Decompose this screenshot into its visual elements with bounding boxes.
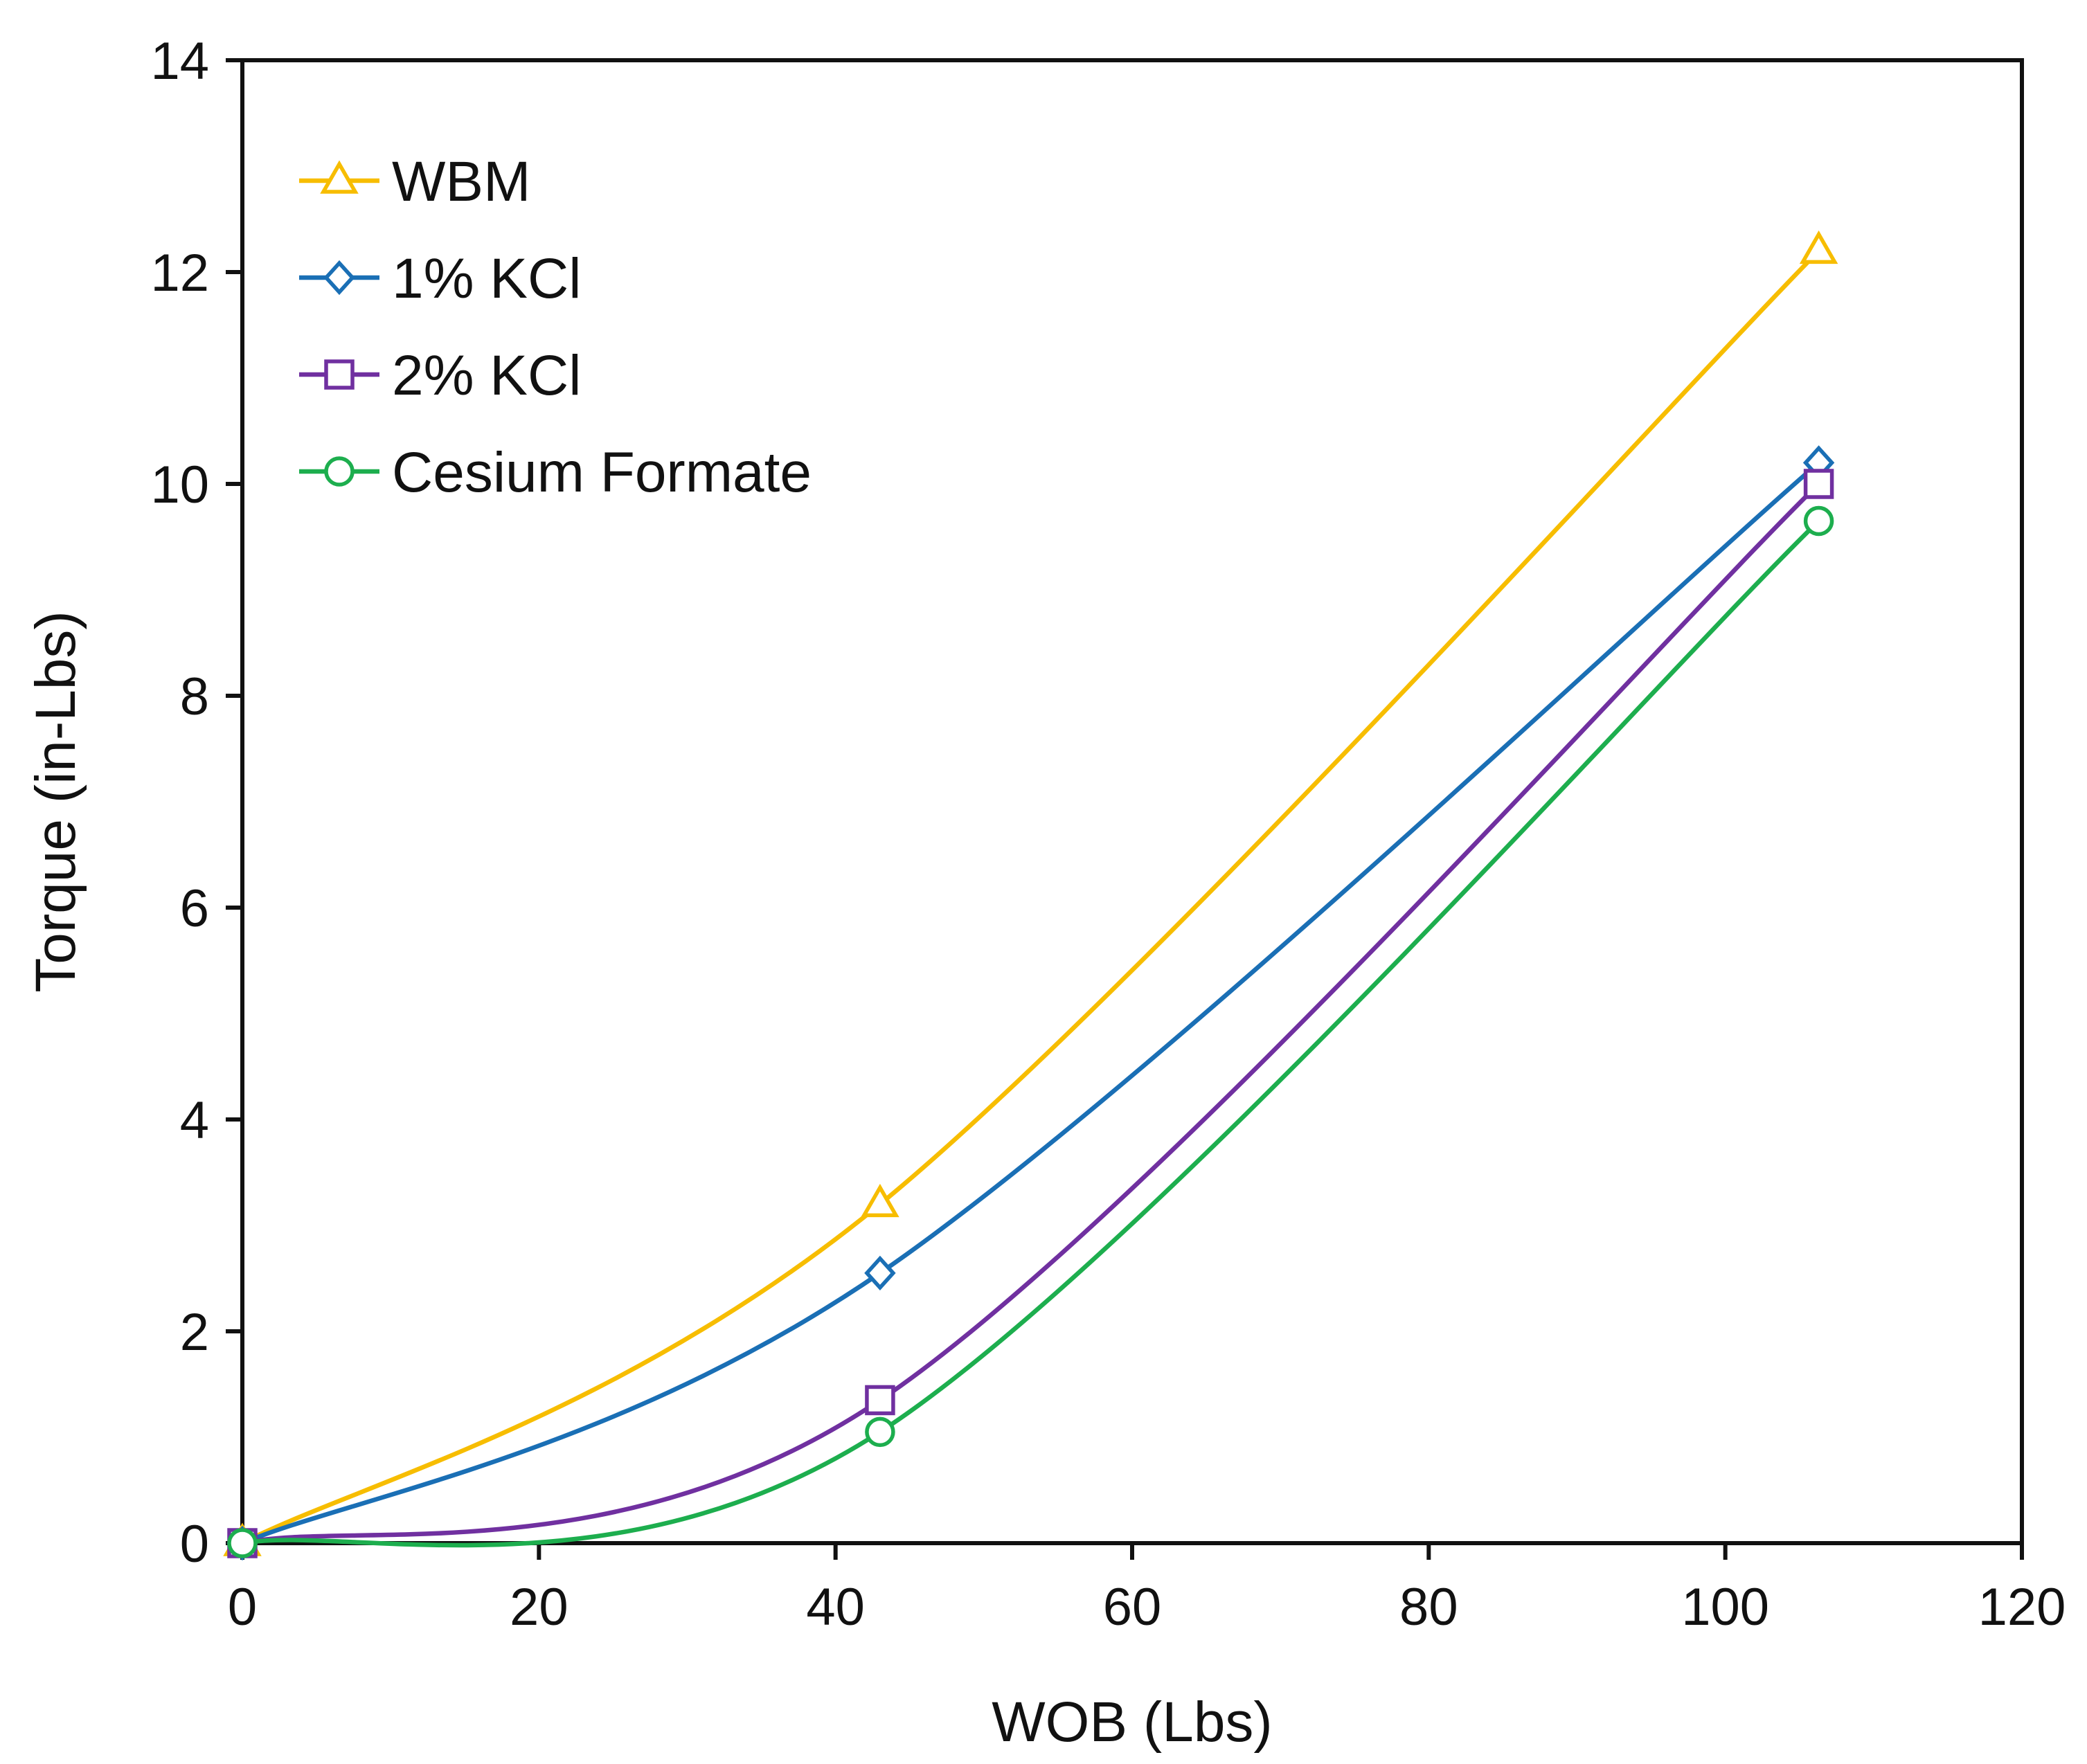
x-tick-label: 0: [228, 1578, 257, 1637]
series-layer: [223, 230, 1838, 1561]
plot-area: [240, 58, 2024, 1545]
series-line: [242, 519, 1820, 1548]
legend-marker: [324, 456, 355, 487]
series-cesium-formate: [227, 505, 1834, 1558]
legend-marker: [323, 260, 355, 296]
y-tick-label: 2: [180, 1303, 209, 1362]
data-point: [1803, 505, 1834, 537]
series-line: [241, 249, 1820, 1545]
y-tick-label: 8: [180, 667, 209, 726]
legend-entry: Cesium Formate: [299, 441, 812, 504]
x-tick-label: 120: [1978, 1578, 2066, 1637]
x-tick-label: 60: [1103, 1578, 1162, 1637]
data-point: [1799, 230, 1838, 264]
x-tick-label: 20: [510, 1578, 568, 1637]
legend-entry: 2% KCl: [299, 344, 581, 407]
legend-entry: WBM: [299, 150, 530, 213]
y-tick-label: 12: [150, 244, 209, 303]
x-tick-label: 80: [1399, 1578, 1458, 1637]
legend-label: Cesium Formate: [392, 441, 812, 504]
data-point: [865, 1385, 895, 1416]
y-tick-label: 4: [180, 1091, 209, 1150]
data-point: [864, 1255, 896, 1290]
legend-entry: 1% KCl: [299, 247, 581, 310]
legend-label: WBM: [392, 150, 530, 213]
legend-marker: [320, 160, 359, 194]
x-axis-title: WOB (Lbs): [992, 1691, 1272, 1754]
y-tick-label: 14: [150, 32, 209, 91]
y-tick-label: 6: [180, 879, 209, 938]
legend-label: 1% KCl: [392, 247, 581, 310]
series-line: [242, 482, 1820, 1546]
x-tick-label: 40: [806, 1578, 865, 1637]
axis-ticks: 0 20 40 60 80 100 120 0 2 4 6 8 10 12 14: [150, 32, 2066, 1637]
legend: WBM 1% KCl 2% KCl Cesium Formate: [299, 150, 812, 504]
data-point: [865, 1416, 895, 1448]
series-line: [241, 460, 1820, 1545]
y-tick-label: 10: [150, 456, 209, 514]
legend-marker: [324, 359, 355, 390]
y-tick-label: 0: [180, 1515, 209, 1574]
x-tick-label: 100: [1681, 1578, 1769, 1637]
data-point: [1803, 469, 1834, 499]
y-axis-title: Torque (in-Lbs): [24, 611, 87, 992]
legend-label: 2% KCl: [392, 344, 581, 407]
data-point: [227, 1528, 258, 1558]
data-point: [861, 1183, 899, 1218]
